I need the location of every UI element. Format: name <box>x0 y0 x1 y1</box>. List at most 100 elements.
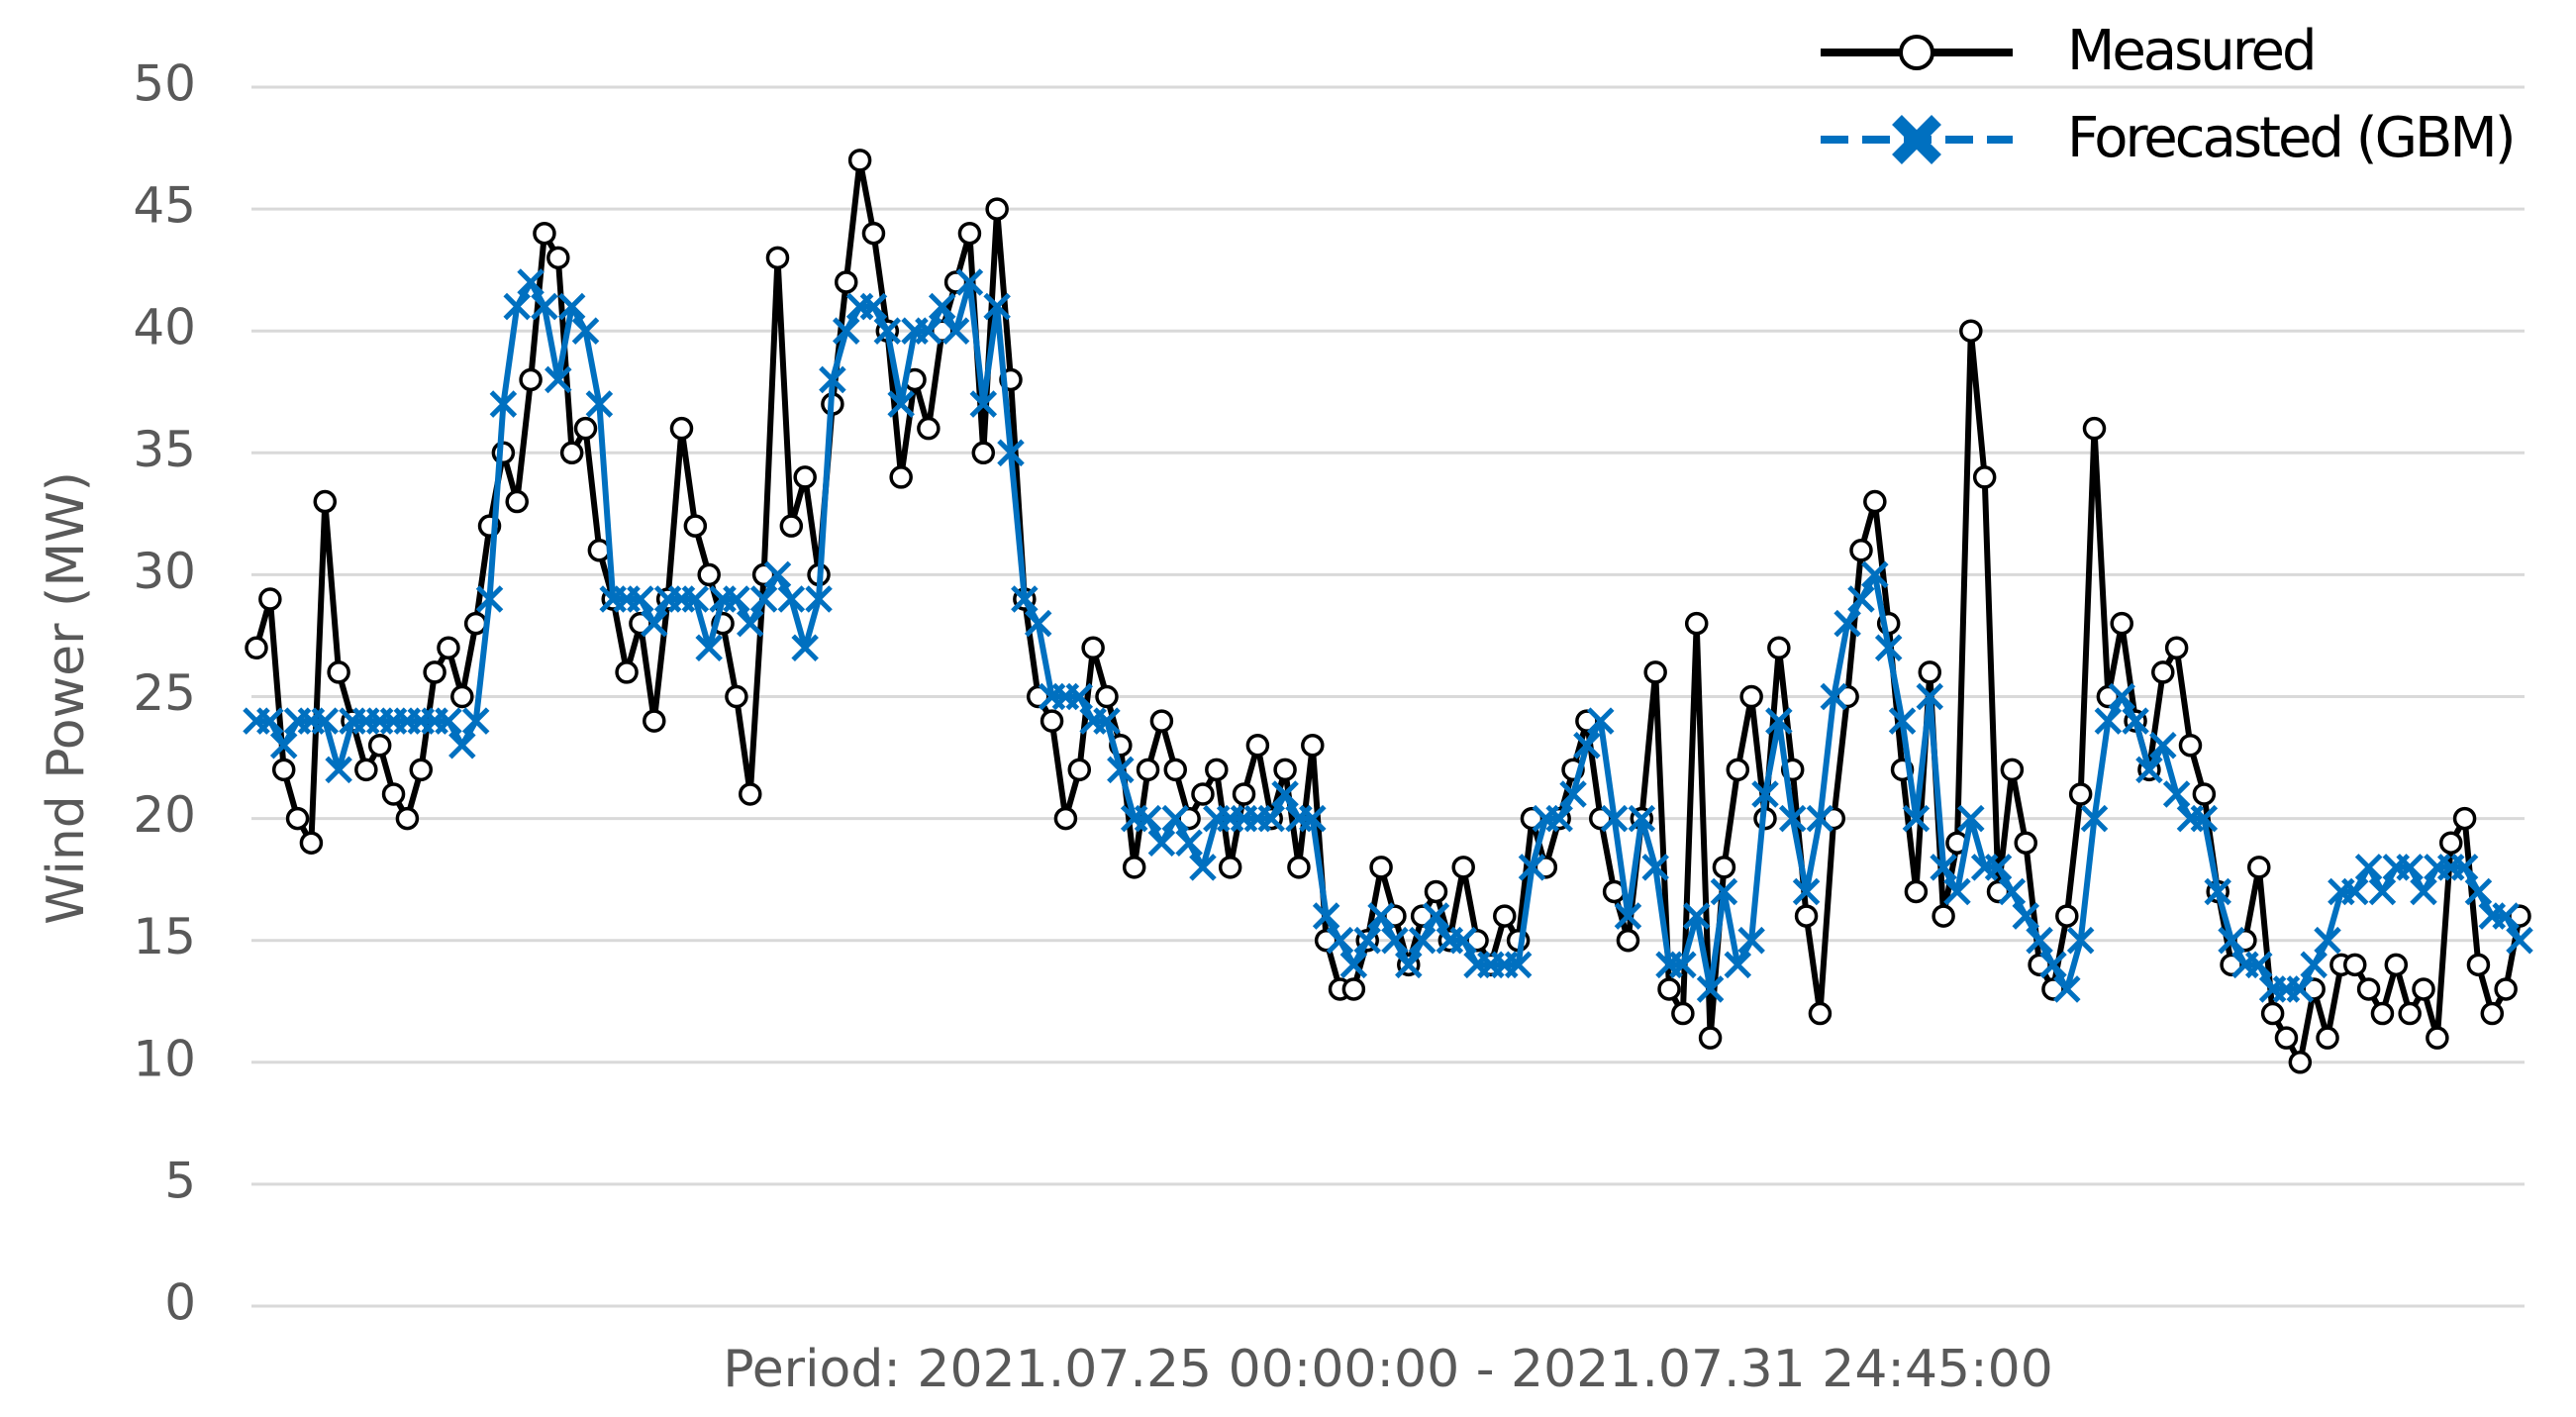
data-point <box>1163 758 1188 782</box>
data-point <box>437 636 460 660</box>
data-point <box>2094 707 2123 735</box>
data-point <box>1932 904 1955 928</box>
data-point <box>1353 926 1381 955</box>
data-point <box>1737 926 1765 955</box>
data-point <box>1586 707 1615 735</box>
data-point <box>1465 928 1489 953</box>
data-point <box>409 758 434 782</box>
data-point <box>751 562 776 587</box>
data-point <box>779 514 804 538</box>
data-point <box>1904 879 1929 904</box>
data-point <box>1449 926 1477 955</box>
y-tick-label: 5 <box>164 1152 196 1209</box>
data-point <box>557 292 586 321</box>
data-point <box>928 292 956 321</box>
data-point <box>2190 804 2219 833</box>
data-point <box>943 270 968 294</box>
data-point <box>2464 877 2493 906</box>
data-point <box>2066 926 2095 955</box>
data-point <box>1312 902 1340 930</box>
data-point <box>2316 1026 2339 1050</box>
data-point <box>2026 926 2053 955</box>
data-point <box>1177 806 1201 831</box>
data-point <box>832 317 860 345</box>
data-point <box>941 317 970 345</box>
data-point <box>2450 854 2479 881</box>
data-point <box>1301 733 1325 758</box>
data-point <box>669 416 694 441</box>
data-point <box>1724 951 1752 979</box>
data-point <box>2233 928 2257 953</box>
data-point <box>2135 756 2163 784</box>
data-point <box>749 585 778 613</box>
y-axis-label: Wind Power (MW) <box>37 471 96 925</box>
data-point <box>2260 1001 2285 1026</box>
data-point <box>1767 636 1791 660</box>
data-point <box>1628 804 1656 833</box>
data-point <box>1367 902 1395 930</box>
data-point <box>1835 684 1859 709</box>
legend-marker <box>1899 35 1934 70</box>
data-point <box>697 562 721 587</box>
data-point <box>1820 682 1848 711</box>
data-point <box>2354 854 2383 881</box>
grid: 0 5 10 15 20 25 30 35 40 45 50 <box>133 55 2525 1332</box>
data-point <box>1369 856 1393 879</box>
data-point <box>1765 707 1793 735</box>
data-point <box>1395 951 1423 979</box>
y-tick-label: 50 <box>133 55 196 113</box>
data-point <box>1271 780 1299 808</box>
data-point <box>997 439 1025 467</box>
data-point <box>1849 539 1873 562</box>
data-point <box>2178 733 2203 758</box>
data-point <box>271 758 296 782</box>
series <box>243 268 2533 1003</box>
data-point <box>1205 758 1229 782</box>
data-point <box>791 634 819 662</box>
data-point <box>1122 856 1146 879</box>
data-point <box>629 611 652 636</box>
data-point <box>256 707 284 735</box>
data-point <box>1957 804 1985 833</box>
data-point <box>1614 902 1642 930</box>
y-tick-label: 20 <box>133 786 196 844</box>
data-point <box>643 709 666 733</box>
legend-item: Forecasted (GBM) <box>1821 106 2517 170</box>
data-point <box>2122 707 2149 735</box>
x-axis-label: Period: 2021.07.25 00:00:00 - 2021.07.31… <box>723 1340 2053 1399</box>
data-point <box>1218 856 1242 879</box>
data-point <box>1726 758 1750 782</box>
data-point <box>1588 806 1613 831</box>
data-point <box>736 609 764 638</box>
data-point <box>503 292 532 321</box>
data-point <box>793 465 817 489</box>
data-point <box>1847 585 1875 613</box>
data-point <box>325 756 352 784</box>
data-point <box>2370 1001 2395 1026</box>
data-point <box>2000 758 2025 782</box>
data-point <box>2438 831 2463 855</box>
data-point <box>2108 682 2135 711</box>
y-tick-label: 30 <box>133 543 196 600</box>
data-point <box>2110 611 2133 636</box>
data-point <box>1600 804 1629 833</box>
data-point <box>695 634 723 662</box>
data-point <box>739 782 762 806</box>
data-point <box>1026 684 1050 709</box>
data-point <box>2342 953 2367 977</box>
data-point <box>1093 707 1121 735</box>
data-point <box>1287 856 1311 879</box>
data-point <box>2041 977 2065 1001</box>
data-point <box>1792 877 1821 906</box>
data-point <box>1493 904 1517 928</box>
data-point <box>930 319 954 343</box>
series-line <box>256 279 2523 992</box>
data-point <box>1095 684 1119 709</box>
data-point <box>1081 636 1105 660</box>
data-point <box>533 221 556 246</box>
data-point <box>1616 928 1640 953</box>
data-point <box>641 609 668 638</box>
data-point <box>1888 707 1917 735</box>
data-point <box>2492 902 2520 930</box>
data-point <box>1053 806 1078 831</box>
